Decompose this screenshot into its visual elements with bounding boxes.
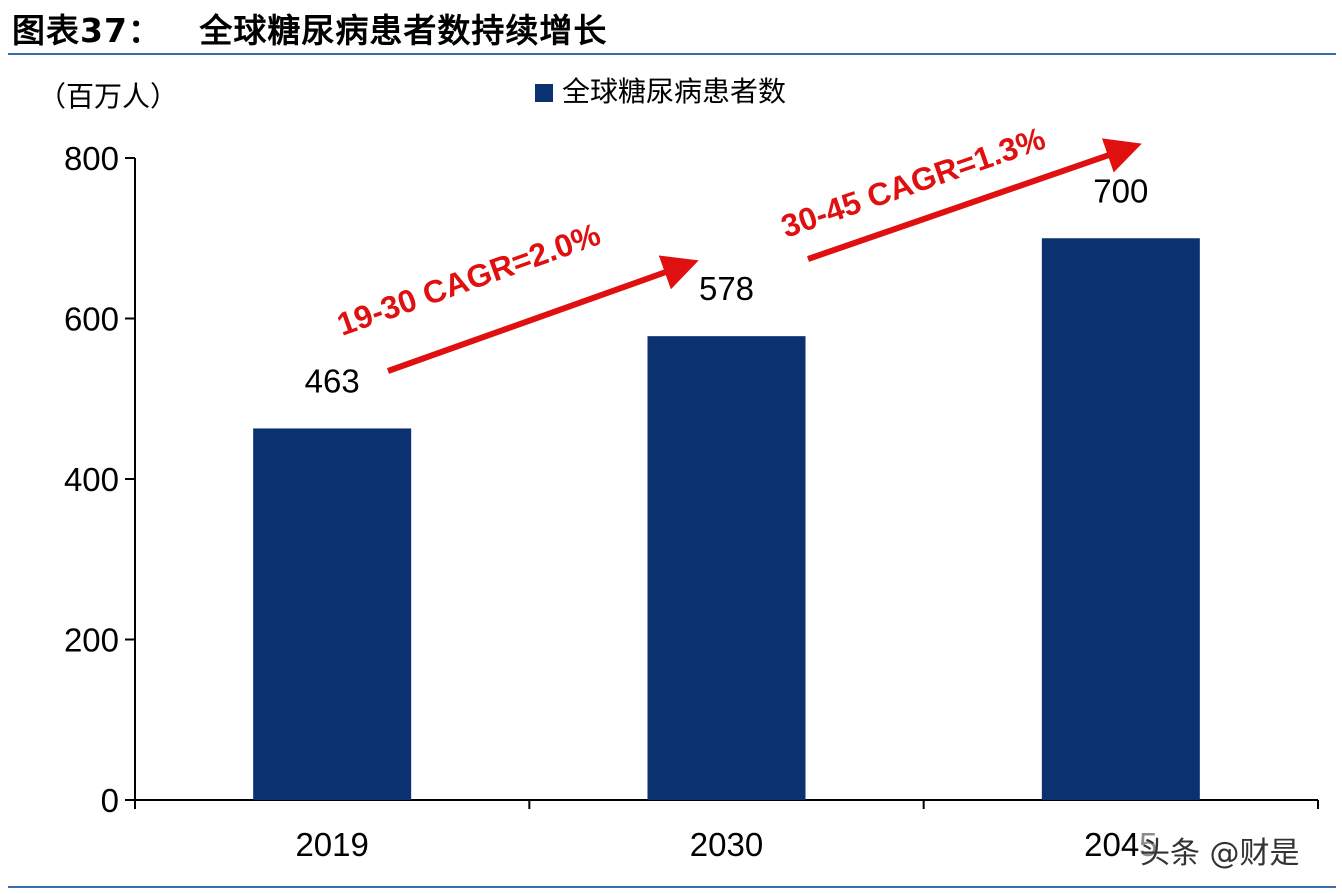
cagr-arrow-2 xyxy=(807,138,1142,262)
legend-swatch xyxy=(535,84,553,102)
y-tick-label: 0 xyxy=(101,782,119,819)
x-tick-label-2019: 2019 xyxy=(295,826,368,863)
bars xyxy=(253,238,1200,800)
cagr-label-1: 19-30 CAGR=2.0% xyxy=(332,216,605,343)
data-label-2019: 463 xyxy=(305,362,360,399)
data-label-2045: 700 xyxy=(1093,172,1148,209)
figure-title: 图表37： 全球糖尿病患者数持续增长 xyxy=(12,11,608,50)
y-axis-unit-label: （百万人） xyxy=(38,80,178,113)
bar-2019 xyxy=(253,428,412,800)
x-tick-label-2030: 2030 xyxy=(690,826,763,863)
legend: 全球糖尿病患者数 xyxy=(535,75,786,108)
cagr-annotations: 19-30 CAGR=2.0% 30-45 CAGR=1.3% xyxy=(332,120,1142,374)
watermark: 头条 @财是 xyxy=(1140,828,1300,872)
bar-2030 xyxy=(647,336,806,800)
y-tick-label: 600 xyxy=(64,301,119,338)
data-labels: 463 578 700 xyxy=(305,172,1149,399)
cagr-label-2: 30-45 CAGR=1.3% xyxy=(777,120,1050,245)
legend-label: 全球糖尿病患者数 xyxy=(562,75,786,108)
bar-2045 xyxy=(1041,238,1200,800)
bottom-rule xyxy=(8,886,1336,888)
y-tick-label: 200 xyxy=(64,622,119,659)
title-rule xyxy=(8,53,1336,55)
y-tick-label: 400 xyxy=(64,461,119,498)
y-tick-label: 800 xyxy=(64,140,119,177)
cagr-arrow-1 xyxy=(386,255,699,374)
data-label-2030: 578 xyxy=(699,270,754,307)
